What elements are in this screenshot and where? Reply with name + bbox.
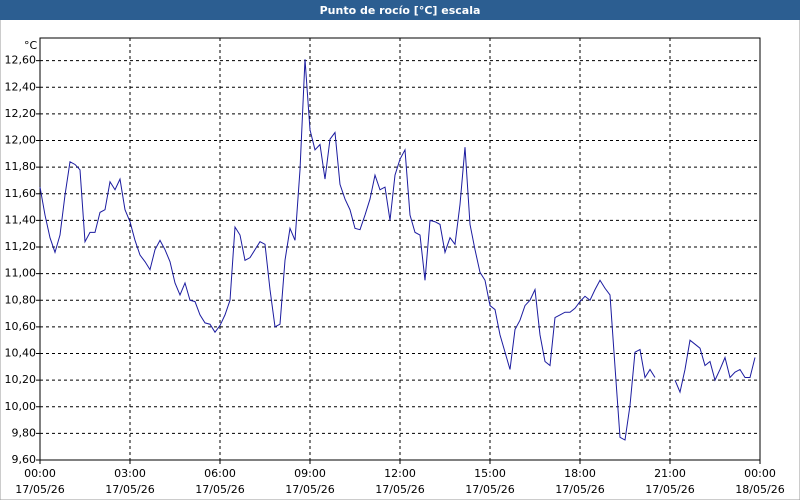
title-bar: [0, 0, 800, 20]
y-tick-label: 10,40: [5, 347, 37, 360]
x-tick-label: 09:00: [294, 467, 326, 480]
x-tick-label: 06:00: [204, 467, 236, 480]
x-tick-date: 17/05/26: [375, 483, 424, 496]
y-tick-label: 12,40: [5, 80, 37, 93]
x-tick-label: 00:00: [744, 467, 776, 480]
x-tick-date: 17/05/26: [15, 483, 64, 496]
x-tick-label: 21:00: [654, 467, 686, 480]
y-tick-label: 11,00: [5, 267, 37, 280]
y-tick-label: 9,80: [12, 426, 37, 439]
data-line: [39, 59, 756, 441]
y-tick-label: 11,40: [5, 213, 37, 226]
y-tick-label: 10,20: [5, 373, 37, 386]
x-tick-date: 17/05/26: [285, 483, 334, 496]
x-tick-date: 17/05/26: [645, 483, 694, 496]
y-tick-label: 11,20: [5, 240, 37, 253]
y-tick-label: 10,80: [5, 293, 37, 306]
x-tick-label: 18:00: [564, 467, 596, 480]
x-tick-label: 03:00: [114, 467, 146, 480]
x-tick-date: 17/05/26: [195, 483, 244, 496]
y-tick-label: 12,20: [5, 107, 37, 120]
x-tick-label: 15:00: [474, 467, 506, 480]
y-tick-label: 10,00: [5, 400, 37, 413]
y-tick-label: 11,60: [5, 187, 37, 200]
x-tick-date: 18/05/26: [735, 483, 784, 496]
x-tick-date: 17/05/26: [465, 483, 514, 496]
y-unit: °C: [24, 39, 38, 52]
x-tick-label: 12:00: [384, 467, 416, 480]
y-tick-label: 12,60: [5, 54, 37, 67]
y-tick-label: 10,60: [5, 320, 37, 333]
chart-title: Punto de rocío [°C] escala: [320, 4, 481, 17]
y-tick-label: 9,60: [12, 453, 37, 466]
x-tick-label: 00:00: [24, 467, 56, 480]
y-tick-label: 11,80: [5, 160, 37, 173]
x-tick-date: 17/05/26: [555, 483, 604, 496]
y-tick-label: 12,00: [5, 134, 37, 147]
plot-frame: [39, 37, 761, 461]
x-tick-date: 17/05/26: [105, 483, 154, 496]
